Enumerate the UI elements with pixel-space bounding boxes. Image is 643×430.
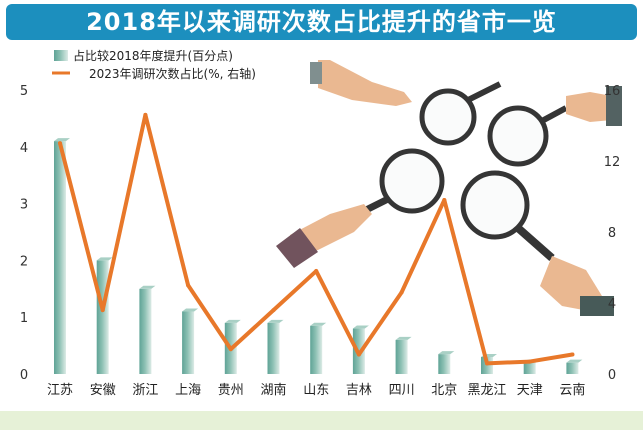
- bar: [54, 141, 66, 374]
- bar: [438, 354, 451, 374]
- line-point: [399, 290, 404, 295]
- bar-cap: [139, 285, 156, 289]
- x-tick-label: 云南: [559, 382, 585, 398]
- legend-bar-label: 占比较2018年度提升(百分点): [73, 48, 233, 63]
- bar: [182, 311, 195, 374]
- x-tick-label: 吉林: [346, 383, 372, 398]
- line-point: [228, 347, 233, 352]
- right-y-axis: 0 4 8 12 16: [604, 84, 621, 383]
- left-tick-label: 1: [20, 311, 28, 326]
- x-tick-label: 安徽: [90, 383, 116, 398]
- bar-cap: [96, 257, 113, 261]
- right-tick-label: 12: [604, 155, 621, 170]
- right-tick-label: 8: [608, 226, 616, 241]
- line-point: [58, 141, 62, 146]
- bar: [395, 339, 408, 374]
- bar-cap: [566, 359, 583, 363]
- bar-cap: [310, 322, 327, 326]
- line-point: [485, 361, 489, 366]
- magnifier-icon: [460, 170, 555, 261]
- left-tick-label: 3: [20, 198, 28, 213]
- line-point: [271, 308, 276, 313]
- bar-cap: [182, 308, 199, 312]
- right-tick-label: 4: [608, 297, 616, 312]
- magnifier-icon: [487, 105, 568, 167]
- line-point: [442, 198, 447, 203]
- chart-title: 2018年以来调研次数占比提升的省市一览: [6, 4, 637, 40]
- bar-cap: [352, 325, 369, 329]
- hand-icon: [310, 60, 412, 106]
- legend-bar-swatch: [54, 50, 68, 61]
- line-point: [570, 352, 575, 357]
- legend: 占比较2018年度提升(百分点) 2023年调研次数占比(%, 右轴): [52, 48, 256, 81]
- bar: [523, 362, 536, 374]
- bar: [566, 362, 579, 374]
- line-point: [356, 352, 361, 357]
- hand-icon: [566, 86, 622, 126]
- left-tick-label: 2: [20, 254, 28, 269]
- line-point: [527, 359, 532, 364]
- x-tick-label: 上海: [175, 383, 201, 398]
- right-tick-label: 16: [604, 84, 621, 99]
- legend-line-label: 2023年调研次数占比(%, 右轴): [89, 66, 256, 81]
- x-axis-labels: 江苏 安徽 浙江 上海 贵州 湖南 山东 吉林 四川 北京 黑龙江 天津 云南: [47, 382, 585, 398]
- left-tick-label: 5: [20, 84, 28, 99]
- hand-icon: [276, 204, 372, 268]
- bar-cap: [395, 336, 412, 340]
- magnifier-icon: [358, 148, 445, 217]
- bar: [310, 325, 323, 374]
- line-point: [314, 269, 319, 274]
- magnifier-illustration: [276, 60, 622, 316]
- footer-strip: [0, 411, 643, 430]
- left-y-axis: 0 1 2 3 4 5: [20, 84, 28, 383]
- x-tick-label: 天津: [517, 383, 543, 398]
- line-point: [186, 283, 191, 288]
- bar: [481, 356, 493, 374]
- left-tick-label: 4: [20, 141, 28, 156]
- bar-cap: [224, 319, 241, 323]
- magnifier-icon: [419, 81, 502, 146]
- x-tick-label: 北京: [431, 383, 457, 398]
- x-tick-label: 江苏: [47, 382, 73, 398]
- right-tick-label: 0: [608, 368, 616, 383]
- bar: [267, 322, 280, 374]
- hand-icon: [540, 256, 614, 316]
- line-point: [100, 308, 105, 313]
- x-tick-label: 贵州: [218, 383, 244, 398]
- bar-cap: [54, 138, 70, 142]
- x-tick-label: 湖南: [260, 382, 286, 398]
- x-tick-label: 山东: [303, 383, 329, 398]
- x-tick-label: 浙江: [132, 383, 158, 398]
- x-tick-label: 四川: [389, 383, 415, 398]
- bar: [96, 260, 109, 374]
- line-point: [143, 112, 148, 117]
- x-tick-label: 黑龙江: [467, 383, 506, 398]
- left-tick-label: 0: [20, 368, 28, 383]
- line-series: [58, 112, 575, 366]
- bar-cap: [267, 319, 284, 323]
- bar: [139, 288, 152, 374]
- bar-cap: [438, 351, 455, 355]
